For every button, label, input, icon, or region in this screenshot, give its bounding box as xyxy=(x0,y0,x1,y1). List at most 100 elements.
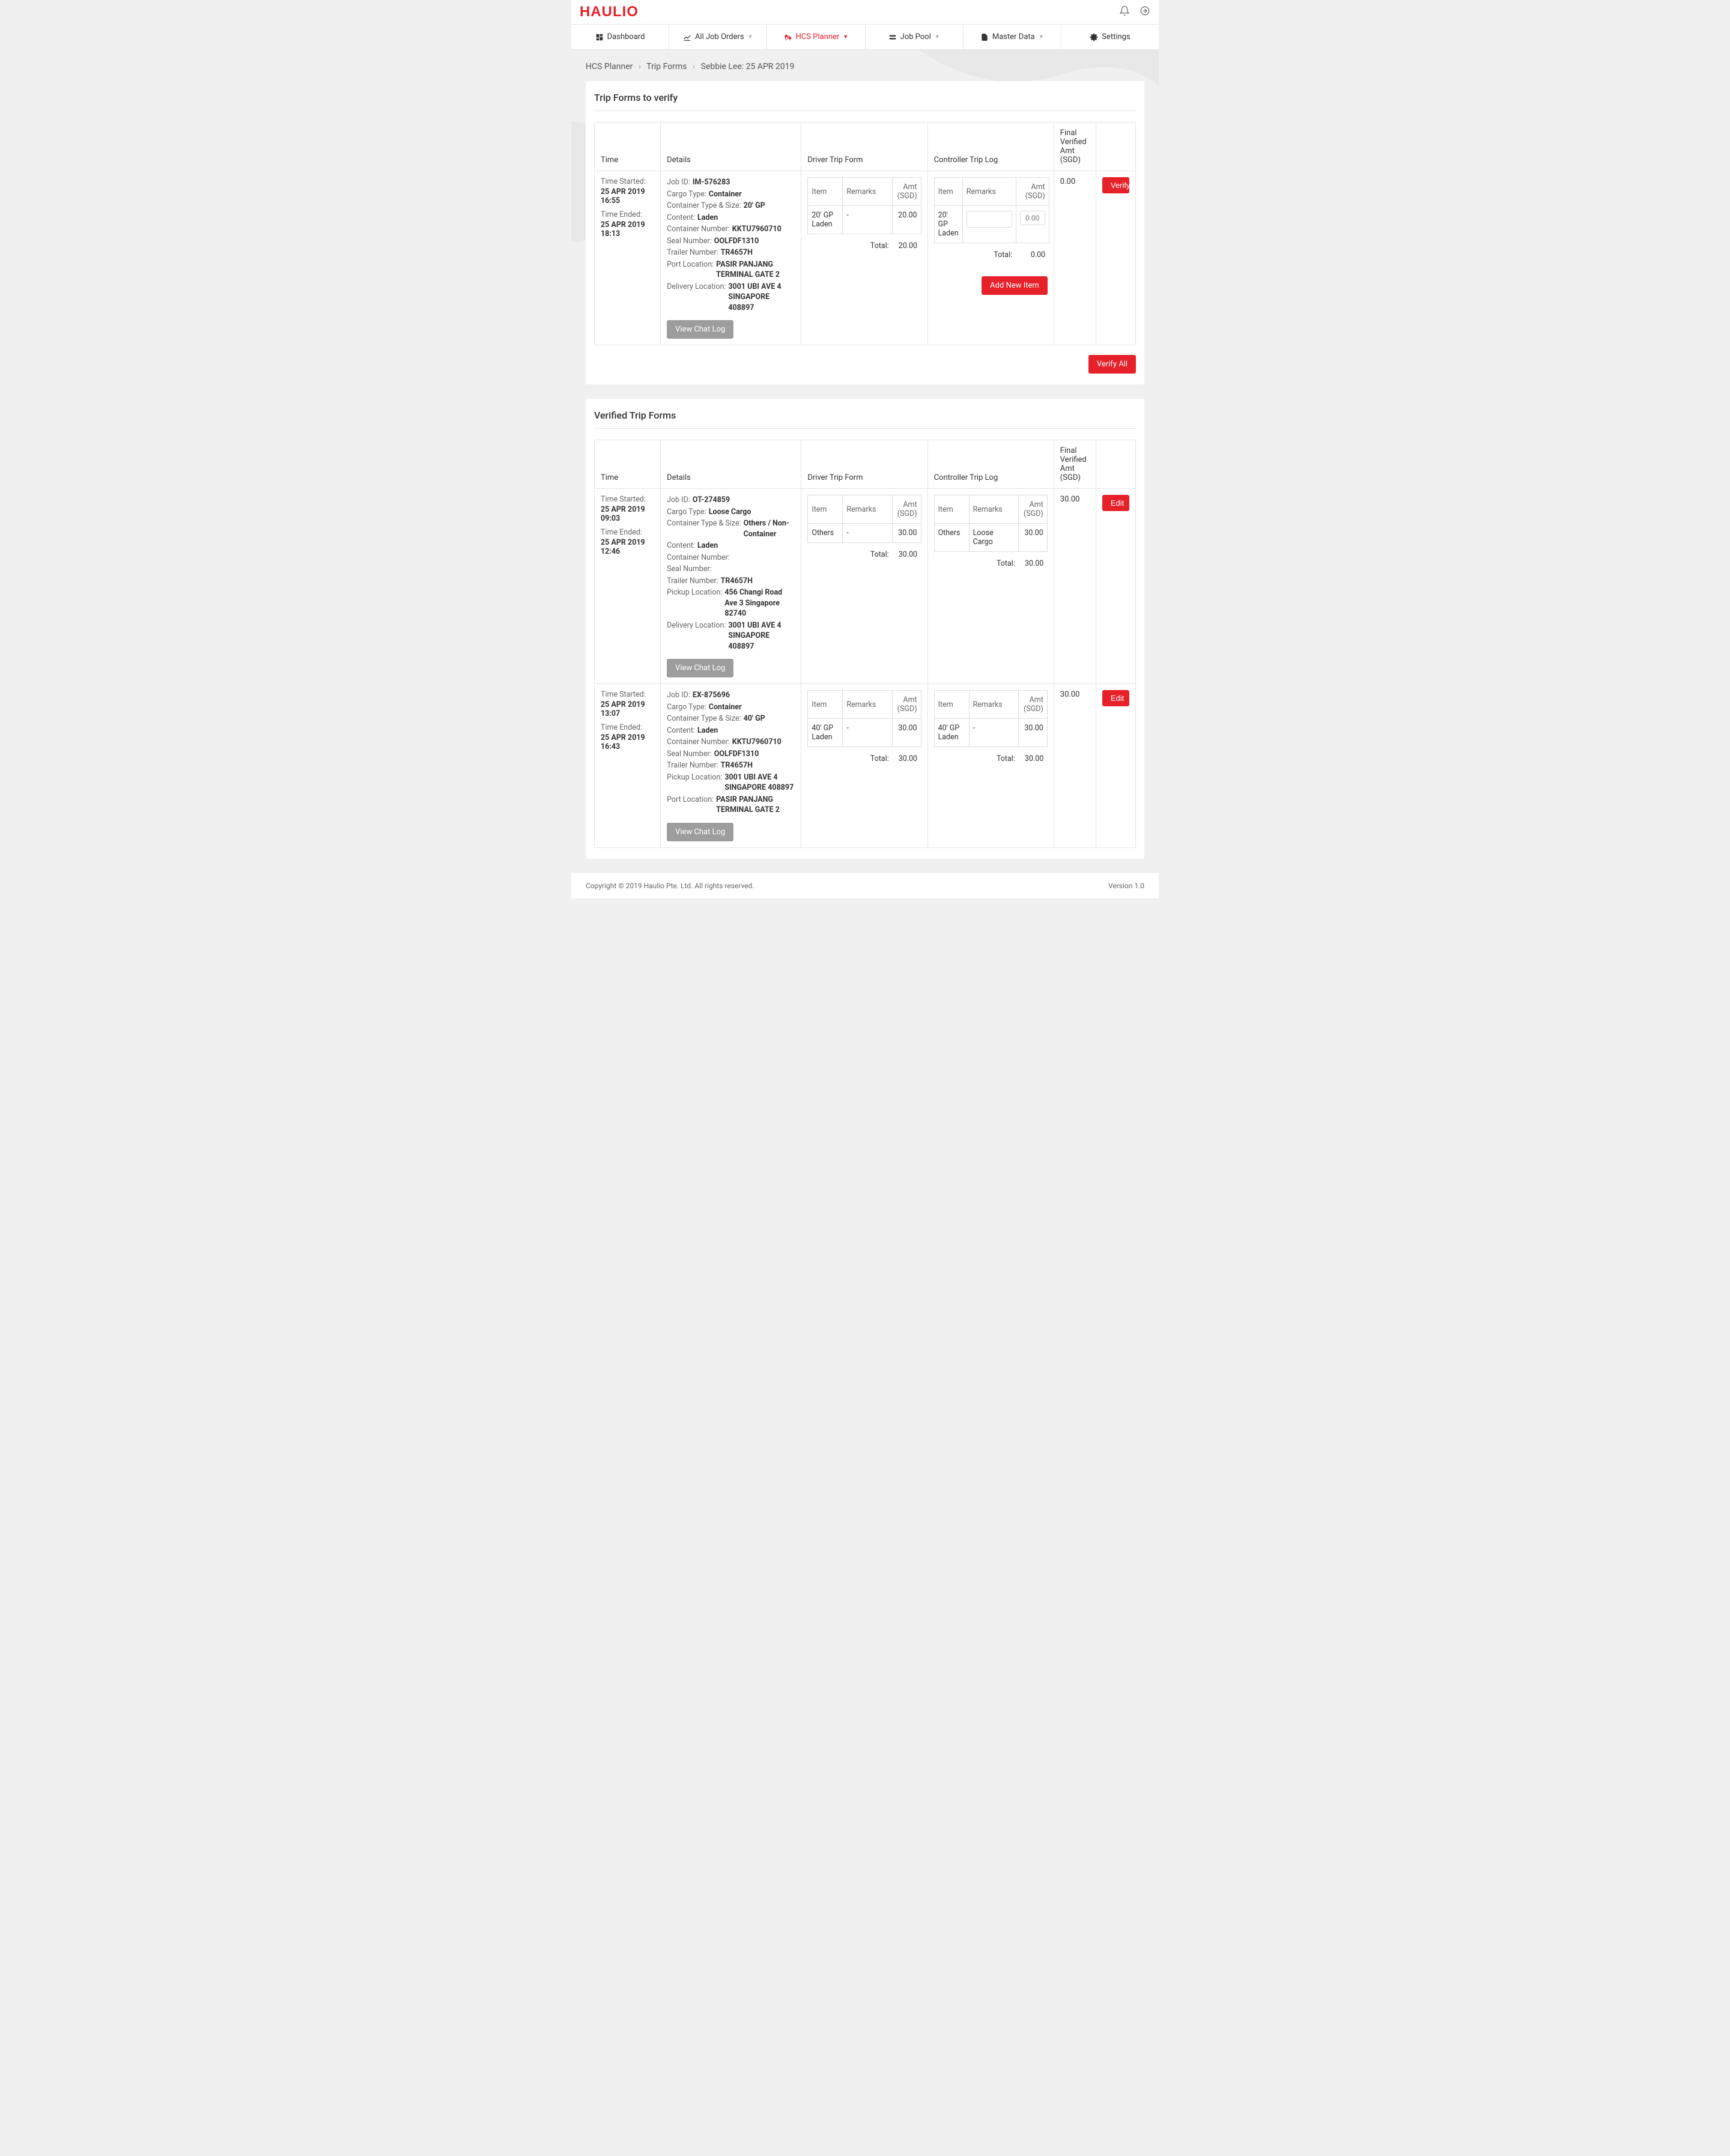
th-time: Time xyxy=(595,123,661,171)
detail-value: 3001 UBI AVE 4 SINGAPORE 408897 xyxy=(728,620,795,652)
time-started-value: 25 APR 2019 16:55 xyxy=(601,187,654,205)
detail-label: Trailer Number: xyxy=(667,760,718,771)
driver-amt: 30.00 xyxy=(893,524,921,543)
th-item: Item xyxy=(808,495,843,524)
verify-button[interactable]: Verify xyxy=(1102,177,1129,193)
th-item: Item xyxy=(934,178,962,206)
driver-remarks: - xyxy=(843,524,893,543)
detail-value: OOLFDF1310 xyxy=(714,749,759,760)
detail-value: 3001 UBI AVE 4 SINGAPORE 408897 xyxy=(724,772,795,793)
view-chat-log-button[interactable]: View Chat Log xyxy=(667,659,733,677)
nav-master-data-label: Master Data xyxy=(992,32,1035,41)
detail-label: Trailer Number: xyxy=(667,247,718,258)
detail-value: Container xyxy=(709,702,742,713)
detail-label: Seal Number: xyxy=(667,564,712,575)
time-started-label: Time Started: xyxy=(601,690,654,699)
detail-label: Port Location: xyxy=(667,795,714,816)
th-details: Details xyxy=(661,440,801,489)
time-ended-label: Time Ended: xyxy=(601,723,654,732)
th-amt: Amt (SGD) xyxy=(1016,178,1049,206)
driver-total: 30.00 xyxy=(893,543,921,565)
nav-master-data[interactable]: Master Data ▼ xyxy=(964,25,1061,49)
verify-all-button[interactable]: Verify All xyxy=(1088,355,1136,374)
breadcrumb-item[interactable]: HCS Planner xyxy=(586,62,633,71)
chevron-right-icon: › xyxy=(639,62,641,71)
logout-icon[interactable] xyxy=(1140,5,1150,19)
final-amt: 30.00 xyxy=(1054,489,1096,684)
detail-label: Container Number: xyxy=(667,553,730,563)
time-ended-value: 25 APR 2019 18:13 xyxy=(601,220,654,238)
th-remarks: Remarks xyxy=(843,691,893,719)
detail-value: PASIR PANJANG TERMINAL GATE 2 xyxy=(716,795,795,816)
th-final: Final Verified Amt (SGD) xyxy=(1054,440,1096,489)
view-chat-log-button[interactable]: View Chat Log xyxy=(667,320,733,339)
th-amt: Amt (SGD) xyxy=(893,495,921,524)
nav-job-pool[interactable]: Job Pool ▼ xyxy=(866,25,964,49)
controller-amt: 30.00 xyxy=(1019,524,1047,552)
nav-settings[interactable]: Settings xyxy=(1061,25,1159,49)
breadcrumb-current: Sebbie Lee: 25 APR 2019 xyxy=(701,62,795,71)
nav-hcs-planner[interactable]: HCS Planner ▼ xyxy=(767,25,865,49)
detail-value: OOLFDF1310 xyxy=(714,236,759,247)
driver-amt: 30.00 xyxy=(893,719,921,747)
detail-label: Seal Number: xyxy=(667,749,712,760)
bell-icon[interactable] xyxy=(1119,5,1130,19)
edit-button[interactable]: Edit xyxy=(1102,495,1129,511)
nav-settings-label: Settings xyxy=(1102,32,1130,41)
detail-value: KKTU7960710 xyxy=(732,737,782,748)
nav-job-orders[interactable]: All Job Orders ▼ xyxy=(669,25,767,49)
table-row: Time Started: 25 APR 2019 13:07 Time End… xyxy=(595,684,1136,848)
controller-amt-input[interactable] xyxy=(1020,211,1045,225)
detail-label: Cargo Type: xyxy=(667,507,706,518)
footer-copyright: Copyright © 2019 Haulio Pte. Ltd. All ri… xyxy=(586,882,754,890)
detail-value: Laden xyxy=(697,725,718,736)
detail-label: Container Type & Size: xyxy=(667,518,741,539)
detail-label: Trailer Number: xyxy=(667,576,718,587)
footer-version: Version 1.0 xyxy=(1108,882,1144,890)
total-label: Total: xyxy=(808,234,893,256)
detail-label: Pickup Location: xyxy=(667,772,722,793)
time-ended-label: Time Ended: xyxy=(601,528,654,537)
driver-remarks: - xyxy=(843,206,893,234)
th-time: Time xyxy=(595,440,661,489)
th-item: Item xyxy=(934,691,969,719)
add-new-item-button[interactable]: Add New Item xyxy=(982,276,1048,295)
detail-label: Container Type & Size: xyxy=(667,201,741,211)
detail-value: TR4657H xyxy=(721,576,753,587)
th-remarks: Remarks xyxy=(962,178,1016,206)
logo: HAULIO xyxy=(580,4,639,20)
breadcrumb: HCS Planner › Trip Forms › Sebbie Lee: 2… xyxy=(571,50,1159,81)
detail-value: Others / Non-Container xyxy=(744,518,795,539)
detail-value: TR4657H xyxy=(721,247,753,258)
th-amt: Amt (SGD) xyxy=(893,178,921,206)
detail-value: OT-274859 xyxy=(693,495,730,506)
section-title: Trip Forms to verify xyxy=(594,92,1136,111)
th-details: Details xyxy=(661,123,801,171)
th-remarks: Remarks xyxy=(969,495,1019,524)
nav-dashboard[interactable]: Dashboard xyxy=(571,25,669,49)
th-item: Item xyxy=(934,495,969,524)
controller-item: 20' GP Laden xyxy=(934,206,962,243)
detail-label: Cargo Type: xyxy=(667,702,706,713)
chevron-down-icon: ▼ xyxy=(935,34,940,40)
detail-label: Pickup Location: xyxy=(667,587,722,619)
total-label: Total: xyxy=(934,747,1019,769)
view-chat-log-button[interactable]: View Chat Log xyxy=(667,823,733,841)
controller-remarks: Loose Cargo xyxy=(969,524,1019,552)
time-started-label: Time Started: xyxy=(601,177,654,186)
chevron-down-icon: ▼ xyxy=(1039,34,1044,40)
controller-total: 30.00 xyxy=(1019,747,1047,769)
edit-button[interactable]: Edit xyxy=(1102,690,1129,706)
detail-label: Delivery Location: xyxy=(667,282,726,313)
th-remarks: Remarks xyxy=(969,691,1019,719)
controller-item: Others xyxy=(934,524,969,552)
detail-value: PASIR PANJANG TERMINAL GATE 2 xyxy=(716,259,795,280)
detail-value: Loose Cargo xyxy=(709,507,751,518)
detail-label: Cargo Type: xyxy=(667,189,706,200)
controller-remarks-input[interactable] xyxy=(967,211,1012,228)
time-ended-label: Time Ended: xyxy=(601,210,654,219)
detail-label: Container Type & Size: xyxy=(667,713,741,724)
detail-value: 20' GP xyxy=(744,201,765,211)
total-label: Total: xyxy=(808,543,893,565)
breadcrumb-item[interactable]: Trip Forms xyxy=(646,62,687,71)
